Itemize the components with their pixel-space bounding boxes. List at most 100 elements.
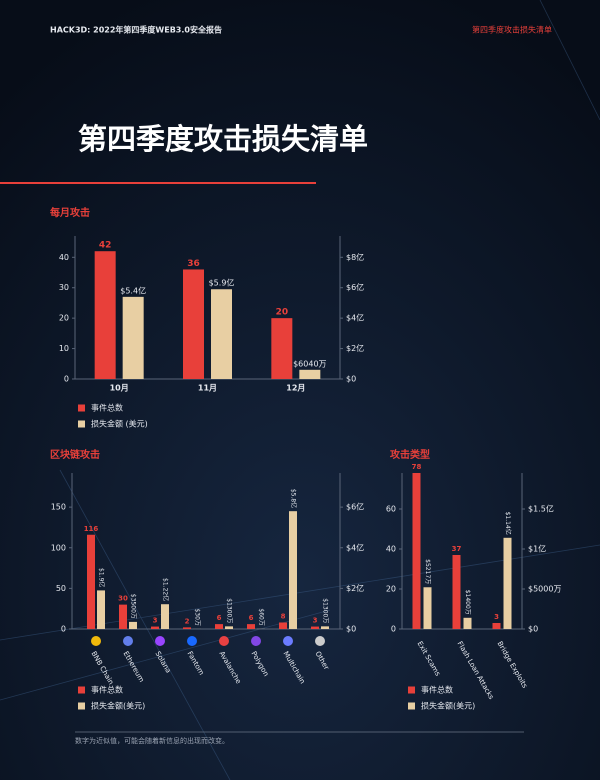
value-label: 3 (313, 617, 318, 625)
value-label: $5217万 (424, 559, 431, 584)
bar (452, 555, 461, 629)
header-left: HACK3D: 2022年第四季度WEB3.0安全报告 (50, 25, 222, 35)
y-tick-label: 0 (61, 625, 66, 634)
value-label: 42 (99, 241, 112, 251)
bar (151, 626, 159, 629)
y2-tick-label: $1.5亿 (528, 504, 554, 514)
header-right: 第四季度攻击损失清单 (472, 25, 552, 35)
chart-title: 攻击类型 (390, 448, 430, 461)
value-label: $6040万 (293, 359, 326, 368)
bar (215, 624, 223, 629)
bar (492, 623, 501, 629)
bar (423, 587, 432, 629)
value-label: 36 (187, 259, 200, 269)
value-label: $60万 (258, 608, 265, 625)
y2-tick-label: $0 (346, 375, 356, 384)
value-label: 6 (249, 614, 254, 622)
bar (503, 537, 512, 629)
chain-icon (155, 636, 165, 646)
bar (129, 621, 137, 629)
legend-label: 事件总数 (91, 685, 123, 695)
value-label: 30 (118, 595, 128, 603)
y-tick-label: 10 (59, 344, 69, 353)
chart-title: 每月攻击 (50, 206, 90, 219)
bar (321, 626, 329, 629)
chain-icon (283, 636, 293, 646)
page-title: 第四季度攻击损失清单 (78, 122, 368, 156)
value-label: $5.4亿 (120, 285, 146, 295)
y-tick-label: 60 (386, 505, 396, 514)
value-label: 2 (185, 617, 190, 625)
value-label: 3 (494, 613, 499, 621)
legend-label: 损失金额 (美元) (91, 419, 148, 429)
bar (183, 627, 191, 629)
y2-tick-label: $2亿 (346, 343, 364, 353)
legend-label: 损失金额(美元) (91, 701, 145, 711)
y2-tick-label: $4亿 (346, 313, 364, 323)
y2-tick-label: $6亿 (346, 502, 364, 512)
value-label: 6 (217, 614, 222, 622)
bar (311, 626, 319, 629)
value-label: 37 (452, 545, 462, 553)
bar (87, 534, 95, 629)
legend-label: 事件总数 (91, 403, 123, 413)
value-label: 116 (84, 525, 99, 533)
value-label: 20 (276, 308, 289, 318)
bar (183, 269, 204, 379)
legend-swatch (408, 686, 415, 694)
bar (299, 369, 321, 379)
y-tick-label: 20 (59, 314, 69, 323)
bar (161, 604, 169, 629)
y2-tick-label: $2亿 (346, 583, 364, 593)
legend-swatch (78, 420, 85, 428)
x-tick-label: 10月 (110, 384, 129, 393)
chain-icon (187, 636, 197, 646)
bar (271, 318, 293, 379)
footnote: 数字为近似值，可能会随着新信息的出现而改变。 (75, 736, 229, 745)
y-tick-label: 20 (386, 585, 396, 594)
y-tick-label: 30 (59, 283, 69, 292)
value-label: $1.14亿 (504, 512, 512, 535)
y-tick-label: 0 (391, 625, 396, 634)
legend-swatch (78, 702, 85, 710)
bar (97, 590, 105, 629)
bar (463, 617, 472, 629)
legend-swatch (78, 404, 85, 412)
bar (211, 289, 232, 379)
value-label: $1.9亿 (98, 568, 106, 587)
chart-title: 区块链攻击 (50, 448, 100, 461)
y2-tick-label: $0 (528, 625, 538, 634)
y2-tick-label: $1亿 (528, 544, 546, 554)
y2-tick-label: $5000万 (528, 585, 561, 594)
x-tick-label: 11月 (198, 384, 217, 393)
value-label: 8 (281, 613, 286, 621)
y-tick-label: 150 (51, 503, 66, 512)
value-label: $30万 (194, 608, 201, 625)
legend-label: 事件总数 (421, 685, 453, 695)
chain-icon (123, 636, 133, 646)
y-tick-label: 0 (64, 375, 69, 384)
x-tick-label: 12月 (286, 384, 305, 393)
bar (119, 604, 127, 629)
value-label: $1.22亿 (162, 578, 170, 601)
bar (289, 511, 297, 629)
y2-tick-label: $8亿 (346, 252, 364, 262)
y-tick-label: 100 (51, 543, 66, 552)
value-label: $5.8亿 (290, 489, 298, 508)
bar (94, 251, 116, 379)
legend-label: 损失金额(美元) (421, 701, 475, 711)
bar (279, 622, 287, 629)
chain-icon (219, 636, 229, 646)
legend-swatch (408, 702, 415, 710)
chart: 每月攻击 0 10 20 30 40 $0 $2亿 $4亿 $6亿 $8亿 10月 42 $5.4亿 11月… (50, 206, 364, 429)
y-tick-label: 40 (386, 545, 396, 554)
value-label: 78 (412, 463, 422, 471)
chain-icon (251, 636, 261, 646)
y-tick-label: 50 (56, 584, 66, 593)
value-label: $1300万 (226, 598, 233, 623)
y2-tick-label: $6亿 (346, 282, 364, 292)
legend-swatch (78, 686, 85, 694)
bar (247, 624, 255, 629)
